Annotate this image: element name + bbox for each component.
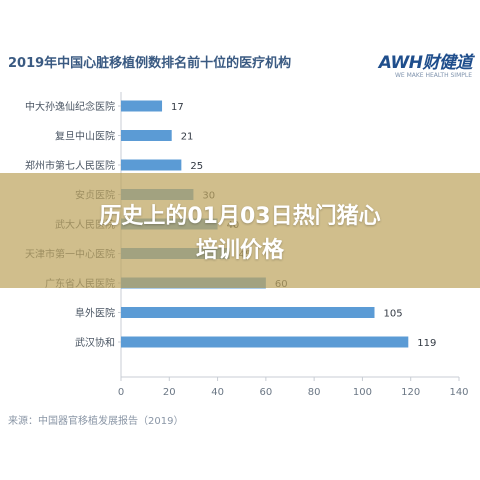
category-label: 中大孙逸仙纪念医院 bbox=[25, 100, 115, 113]
x-tick-label: 0 bbox=[118, 387, 124, 398]
bar bbox=[121, 130, 172, 141]
data-label: 119 bbox=[417, 338, 436, 349]
overlay-title-line1: 历史上的01月03日热门猪心 bbox=[99, 204, 381, 229]
category-label: 郑州市第七人民医院 bbox=[25, 159, 115, 172]
source-note: 来源：中国器官移植发展报告（2019） bbox=[8, 416, 184, 427]
bar bbox=[121, 100, 163, 112]
brand-logo: AWH财健道 WE MAKE HEALTH SIMPLE bbox=[378, 48, 473, 79]
data-label: 105 bbox=[384, 309, 403, 320]
chart-title: 2019年中国心脏移植例数排名前十位的医疗机构 bbox=[8, 56, 292, 71]
bar bbox=[121, 159, 182, 171]
bar bbox=[121, 307, 375, 318]
logo-text: AWH财健道 bbox=[378, 53, 473, 73]
overlay-title-line2: 培训价格 bbox=[195, 238, 284, 263]
category-label: 复旦中山医院 bbox=[55, 130, 115, 143]
x-tick-label: 60 bbox=[259, 387, 272, 398]
x-tick-label: 40 bbox=[211, 387, 224, 398]
x-tick-label: 100 bbox=[353, 387, 372, 398]
x-tick-label: 20 bbox=[163, 387, 176, 398]
overlay-band bbox=[0, 173, 480, 288]
data-label: 21 bbox=[181, 132, 194, 143]
bar bbox=[121, 336, 409, 348]
data-label: 17 bbox=[171, 102, 184, 113]
category-label: 阜外医院 bbox=[75, 307, 115, 320]
x-tick-label: 120 bbox=[401, 387, 420, 398]
overlay-title: 历史上的01月03日热门猪心 培训价格 bbox=[0, 200, 480, 268]
category-label: 武汉协和 bbox=[75, 336, 115, 349]
x-tick-label: 140 bbox=[449, 387, 468, 398]
x-tick-label: 80 bbox=[308, 387, 321, 398]
data-label: 25 bbox=[190, 161, 203, 172]
logo-tagline: WE MAKE HEALTH SIMPLE bbox=[394, 72, 472, 79]
